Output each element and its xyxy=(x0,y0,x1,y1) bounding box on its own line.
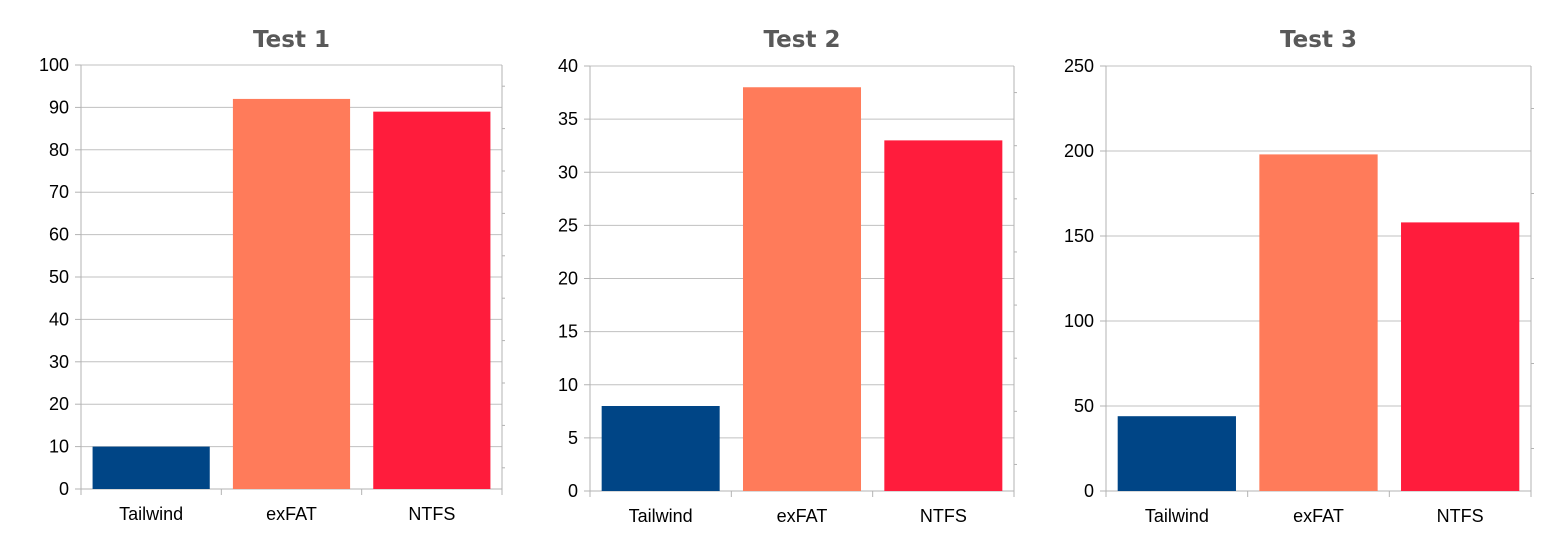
category-label: NTFS xyxy=(408,504,455,524)
chart-test-1: Test 1 0 10 20 30 40 50 60 70 80 90 100 Tailwind exF… xyxy=(39,27,505,524)
category-label: Tailwind xyxy=(629,506,693,526)
bar-ntfs xyxy=(373,111,491,489)
bar-tailwind xyxy=(1117,416,1236,491)
y-tick-label: 0 xyxy=(1084,481,1094,501)
bars xyxy=(601,87,1003,491)
category-label: Tailwind xyxy=(119,504,183,524)
bar-ntfs xyxy=(884,140,1003,491)
y-tick-label: 20 xyxy=(558,269,578,289)
y-tick-label: 10 xyxy=(558,375,578,395)
y-tick-label: 0 xyxy=(59,479,69,499)
chart-title: Test 3 xyxy=(1280,27,1357,53)
y-tick-label: 80 xyxy=(49,140,69,160)
y-tick-label: 35 xyxy=(558,109,578,129)
y-tick-label: 100 xyxy=(39,55,69,75)
chart-test-3: Test 3 0 50 100 150 200 250 Tailwind exFAT NTFS xyxy=(1064,27,1534,526)
y-tick-label: 0 xyxy=(568,481,578,501)
y-tick-label: 20 xyxy=(49,394,69,414)
y-tick-label: 100 xyxy=(1064,311,1094,331)
bars xyxy=(1117,154,1520,491)
y-tick-label: 150 xyxy=(1064,226,1094,246)
bar-exfat xyxy=(1259,154,1378,491)
y-tick-label: 15 xyxy=(558,322,578,342)
category-label: exFAT xyxy=(1293,506,1344,526)
bars xyxy=(92,98,491,490)
y-tick-label: 250 xyxy=(1064,56,1094,76)
y-tick-label: 90 xyxy=(49,97,69,117)
y-tick-label: 70 xyxy=(49,182,69,202)
y-tick-label: 5 xyxy=(568,428,578,448)
y-tick-label: 60 xyxy=(49,225,69,245)
bar-tailwind xyxy=(92,446,210,489)
bar-tailwind xyxy=(601,406,720,491)
y-tick-label: 30 xyxy=(558,162,578,182)
category-label: exFAT xyxy=(777,506,828,526)
bar-exfat xyxy=(742,87,862,491)
y-tick-label: 10 xyxy=(49,437,69,457)
y-tick-label: 25 xyxy=(558,215,578,235)
bar-exfat xyxy=(232,98,351,490)
chart-title: Test 2 xyxy=(764,27,841,53)
chart-test-2: Test 2 0 5 10 15 20 25 30 35 40 Tailwind exFAT NTFS xyxy=(558,27,1017,526)
y-tick-label: 40 xyxy=(558,56,578,76)
bar-ntfs xyxy=(1401,222,1520,491)
chart-title: Test 1 xyxy=(253,27,330,53)
category-label: NTFS xyxy=(920,506,967,526)
y-tick-label: 30 xyxy=(49,352,69,372)
category-label: Tailwind xyxy=(1145,506,1209,526)
y-tick-label: 200 xyxy=(1064,141,1094,161)
category-label: NTFS xyxy=(1437,506,1484,526)
y-tick-label: 50 xyxy=(49,267,69,287)
y-tick-label: 40 xyxy=(49,309,69,329)
category-label: exFAT xyxy=(266,504,317,524)
y-tick-label: 50 xyxy=(1074,396,1094,416)
